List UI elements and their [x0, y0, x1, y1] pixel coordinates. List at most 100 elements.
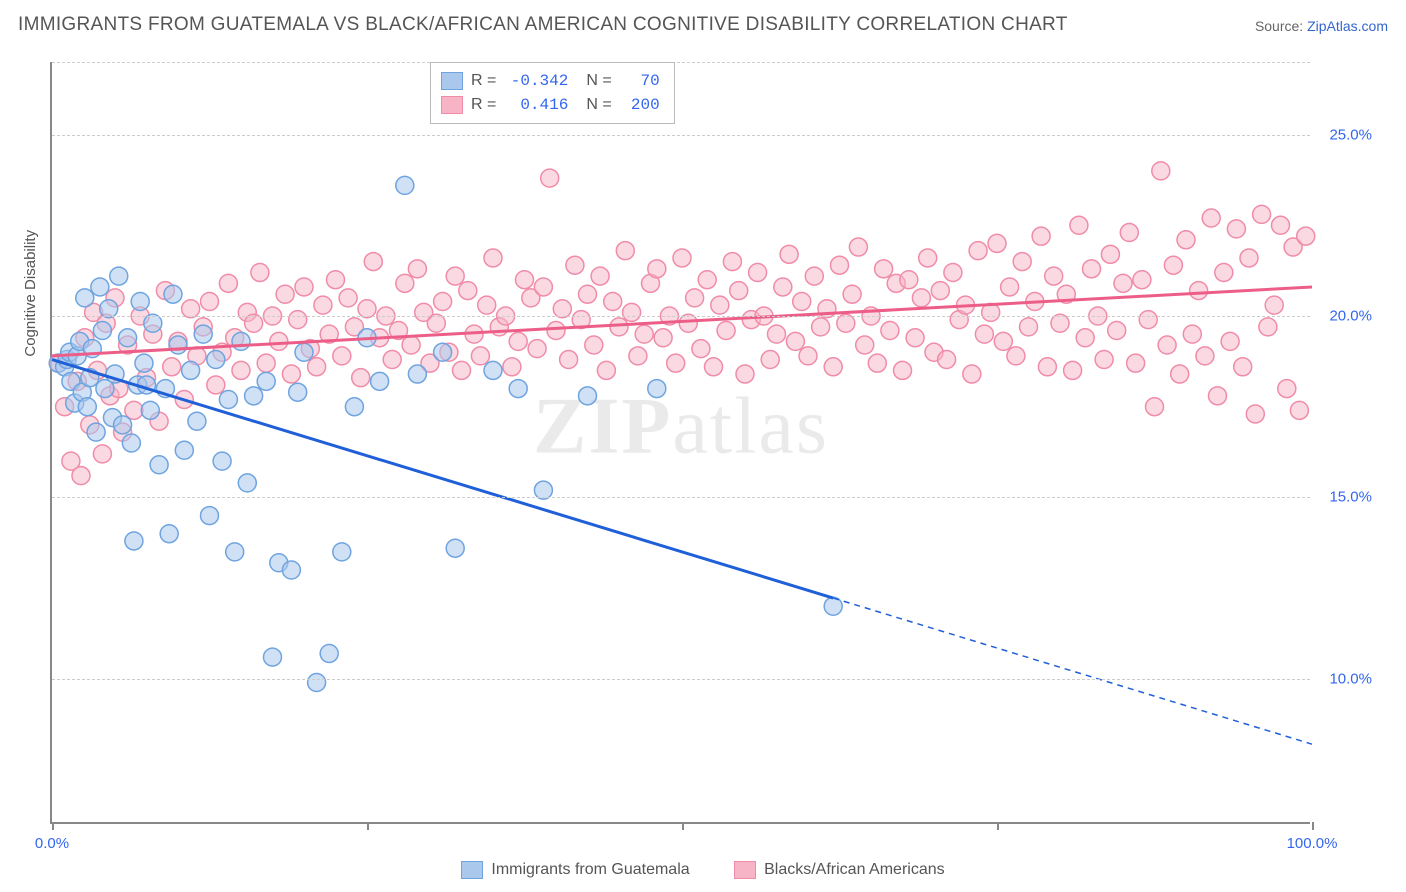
stats-row-1: R = 0.416 N = 200: [441, 93, 660, 117]
scatter-point: [207, 351, 225, 369]
scatter-point: [150, 456, 168, 474]
scatter-point: [894, 361, 912, 379]
scatter-point: [276, 285, 294, 303]
gridline-h: [52, 679, 1310, 680]
scatter-point: [799, 347, 817, 365]
y-tick-label: 10.0%: [1329, 670, 1372, 687]
scatter-point: [383, 351, 401, 369]
scatter-point: [1183, 325, 1201, 343]
scatter-point: [1127, 354, 1145, 372]
source-attribution: Source: ZipAtlas.com: [1255, 18, 1388, 34]
scatter-point: [446, 267, 464, 285]
gridline-h: [52, 497, 1310, 498]
scatter-point: [1215, 263, 1233, 281]
scatter-point: [327, 271, 345, 289]
scatter-point: [257, 372, 275, 390]
source-link[interactable]: ZipAtlas.com: [1307, 18, 1388, 34]
scatter-point: [194, 325, 212, 343]
scatter-point: [774, 278, 792, 296]
swatch-series-0: [441, 72, 463, 90]
y-tick-label: 20.0%: [1329, 308, 1372, 325]
regression-line: [52, 360, 833, 598]
scatter-point: [730, 282, 748, 300]
scatter-point: [635, 325, 653, 343]
scatter-point: [566, 256, 584, 274]
scatter-point: [182, 361, 200, 379]
x-tick: [1312, 822, 1314, 830]
scatter-point: [648, 380, 666, 398]
gridline-h: [52, 135, 1310, 136]
scatter-point: [289, 311, 307, 329]
scatter-point: [900, 271, 918, 289]
scatter-point: [629, 347, 647, 365]
scatter-point: [856, 336, 874, 354]
scatter-point: [604, 292, 622, 310]
n-label-1: N =: [586, 93, 611, 117]
legend-label-0: Immigrants from Guatemala: [491, 861, 689, 879]
scatter-point: [207, 376, 225, 394]
scatter-point: [226, 543, 244, 561]
scatter-point: [560, 351, 578, 369]
plot-svg: [52, 62, 1310, 822]
scatter-point: [1171, 365, 1189, 383]
scatter-point: [257, 354, 275, 372]
y-tick-label: 15.0%: [1329, 489, 1372, 506]
scatter-point: [516, 271, 534, 289]
scatter-point: [76, 289, 94, 307]
scatter-point: [963, 365, 981, 383]
scatter-point: [648, 260, 666, 278]
scatter-point: [371, 372, 389, 390]
stats-legend: R = -0.342 N = 70 R = 0.416 N = 200: [430, 62, 675, 124]
scatter-point: [114, 416, 132, 434]
scatter-point: [282, 561, 300, 579]
scatter-point: [453, 361, 471, 379]
scatter-point: [944, 263, 962, 281]
scatter-point: [686, 289, 704, 307]
scatter-point: [1227, 220, 1245, 238]
scatter-point: [579, 387, 597, 405]
chart-container: IMMIGRANTS FROM GUATEMALA VS BLACK/AFRIC…: [0, 0, 1406, 892]
y-axis-title: Cognitive Disability: [22, 230, 39, 357]
scatter-point: [232, 361, 250, 379]
scatter-point: [478, 296, 496, 314]
scatter-point: [623, 303, 641, 321]
n-value-0: 70: [620, 69, 660, 93]
scatter-point: [805, 267, 823, 285]
scatter-point: [711, 296, 729, 314]
scatter-point: [723, 253, 741, 271]
scatter-point: [1120, 224, 1138, 242]
scatter-point: [164, 285, 182, 303]
scatter-point: [831, 256, 849, 274]
scatter-point: [87, 423, 105, 441]
scatter-point: [547, 322, 565, 340]
r-value-1: 0.416: [504, 93, 568, 117]
x-tick: [52, 822, 54, 830]
scatter-point: [270, 332, 288, 350]
scatter-point: [1095, 351, 1113, 369]
scatter-point: [1240, 249, 1258, 267]
scatter-point: [264, 648, 282, 666]
scatter-point: [591, 267, 609, 285]
scatter-point: [238, 474, 256, 492]
scatter-point: [1196, 347, 1214, 365]
scatter-point: [1114, 274, 1132, 292]
scatter-point: [1265, 296, 1283, 314]
scatter-point: [1146, 398, 1164, 416]
scatter-point: [1064, 361, 1082, 379]
scatter-point: [673, 249, 691, 267]
regression-line-dashed: [833, 598, 1312, 744]
scatter-point: [1253, 205, 1271, 223]
scatter-point: [1083, 260, 1101, 278]
scatter-point: [786, 332, 804, 350]
scatter-point: [919, 249, 937, 267]
scatter-point: [163, 358, 181, 376]
scatter-point: [446, 539, 464, 557]
scatter-point: [906, 329, 924, 347]
scatter-point: [868, 354, 886, 372]
scatter-point: [528, 340, 546, 358]
scatter-point: [131, 292, 149, 310]
n-label-0: N =: [586, 69, 611, 93]
r-value-0: -0.342: [504, 69, 568, 93]
scatter-point: [245, 387, 263, 405]
scatter-point: [484, 361, 502, 379]
